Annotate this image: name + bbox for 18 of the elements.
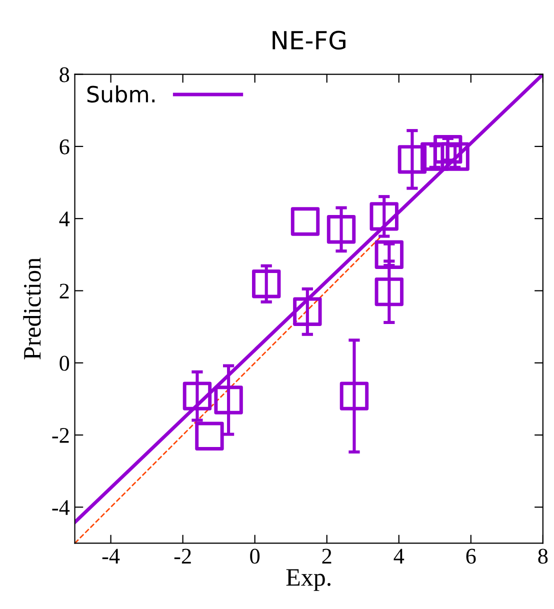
y-axis-title: Prediction xyxy=(23,258,41,360)
x-tick-label: 6 xyxy=(466,548,476,564)
x-tick-label: 4 xyxy=(394,548,404,564)
y-tick-label: 2 xyxy=(60,284,69,298)
x-tick-label: 8 xyxy=(538,548,548,564)
y-tick-label: 6 xyxy=(60,139,70,154)
x-tick-label: 2 xyxy=(322,548,332,564)
x-axis-title: Exp. xyxy=(286,569,330,591)
y-tick-label: -4 xyxy=(52,500,70,515)
y-tick-label: 4 xyxy=(59,212,70,226)
chart-title: NE-FG xyxy=(272,30,346,50)
y-tick-label: 0 xyxy=(60,356,70,371)
x-tick-label: 0 xyxy=(250,548,260,564)
legend-label: Subm. xyxy=(87,85,155,103)
x-tick-label: -2 xyxy=(174,548,191,564)
y-tick-label: 8 xyxy=(60,67,70,82)
y-tick-label: -2 xyxy=(52,428,69,443)
x-tick-label: -4 xyxy=(102,548,120,564)
